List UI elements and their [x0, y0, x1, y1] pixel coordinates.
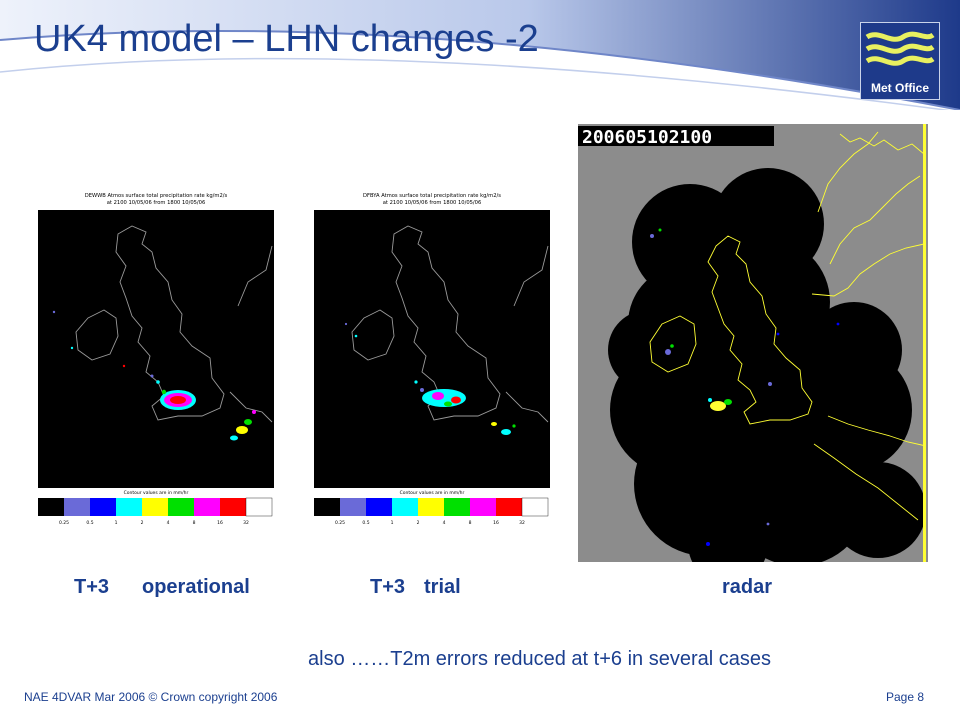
trial-coastline [351, 225, 549, 423]
trial-rain-cells [344, 322, 516, 435]
trial-header-line1: DFBYA Atmos surface total precipitation … [363, 193, 501, 199]
logo-text: Met Office [870, 81, 929, 95]
operational-lead-label: T+3 [74, 576, 110, 598]
scale-label: 0.25 [59, 520, 69, 526]
trial-run-label: trial [424, 576, 461, 598]
scale-label: 4 [167, 520, 170, 526]
footnote: also ……T2m errors reduced at t+6 in seve… [308, 648, 771, 670]
operational-header-line1: DEWWB Atmos surface total precipitation … [85, 193, 228, 199]
scale-label: 16 [493, 520, 499, 526]
scale-label: 0.25 [335, 520, 345, 526]
operational-run-label: operational [142, 576, 250, 598]
scale-label: 0.5 [86, 520, 93, 526]
operational-precip-panel: DEWWB Atmos surface total precipitation … [34, 186, 278, 530]
operational-coastline [75, 225, 273, 423]
operational-contour-note: Contour values are in mm/hr [124, 490, 189, 496]
trial-header-line2: at 2100 10/05/06 from 1800 10/05/06 [383, 200, 482, 206]
radar-panel: 200605102100 [578, 124, 928, 562]
scale-label: 32 [243, 520, 249, 526]
trial-precip-panel: DFBYA Atmos surface total precipitation … [310, 186, 554, 530]
operational-map [38, 210, 274, 488]
trial-map [314, 210, 550, 488]
title-banner [0, 0, 960, 110]
footer-copyright: NAE 4DVAR Mar 2006 © Crown copyright 200… [24, 690, 278, 704]
met-office-logo: Met Office [860, 22, 940, 100]
operational-header-line2: at 2100 10/05/06 from 1800 10/05/06 [107, 200, 206, 206]
trial-scale-labels: 0.25 0.5 1 2 4 8 16 32 [335, 520, 525, 526]
radar-echoes [650, 228, 840, 546]
scale-label: 2 [141, 520, 144, 526]
scale-label: 4 [443, 520, 446, 526]
operational-rain-cells [52, 310, 256, 441]
page-number: Page 8 [886, 690, 925, 704]
operational-scale-labels: 0.25 0.5 1 2 4 8 16 32 [59, 520, 249, 526]
trial-contour-note: Contour values are in mm/hr [400, 490, 465, 496]
operational-color-scale [38, 497, 273, 517]
scale-label: 8 [469, 520, 472, 526]
scale-label: 1 [391, 520, 394, 526]
radar-label: radar [722, 576, 773, 598]
slide-title: UK4 model – LHN changes -2 [34, 18, 539, 60]
wave-logo-icon [865, 31, 935, 66]
radar-timestamp: 200605102100 [582, 127, 712, 148]
scale-label: 8 [193, 520, 196, 526]
scale-label: 2 [417, 520, 420, 526]
scale-label: 0.5 [362, 520, 369, 526]
radar-coverage [608, 168, 926, 562]
scale-label: 1 [115, 520, 118, 526]
scale-label: 16 [217, 520, 223, 526]
scale-label: 32 [519, 520, 525, 526]
trial-lead-label: T+3 [370, 576, 406, 598]
trial-color-scale [314, 497, 549, 517]
radar-coastline [649, 131, 927, 521]
